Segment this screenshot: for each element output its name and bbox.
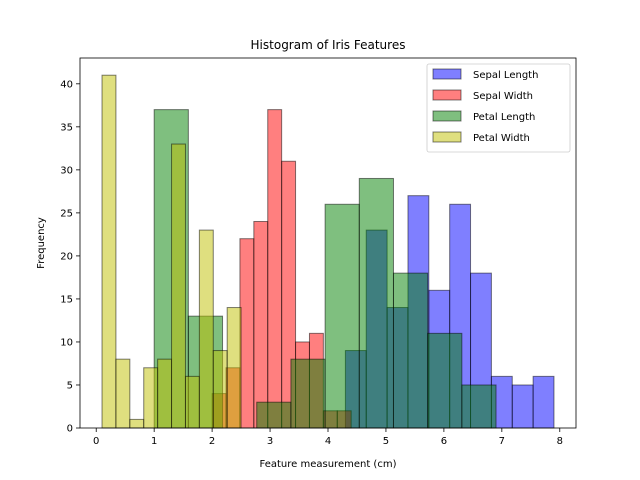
petal-width-bar-0: [101, 74, 117, 429]
sepal-width-bar-3: [253, 220, 269, 429]
petal-length-bar-3: [256, 401, 292, 429]
petal-length-bar-7: [392, 272, 429, 429]
petal-width-bar-7: [198, 229, 214, 429]
petal-width-bar-1: [115, 358, 131, 429]
petal-width-bar-3: [143, 367, 159, 429]
histogram-bars: [101, 74, 555, 429]
sepal-width-bar-4: [267, 109, 283, 429]
legend-label-sepal-width: Sepal Width: [473, 91, 533, 102]
legend-swatch-sepal-width: [432, 89, 462, 101]
chart-legend: Sepal Length Sepal Width Petal Length Petal…: [426, 63, 571, 153]
x-tick-label: 6: [441, 436, 447, 447]
petal-length-bar-5: [324, 203, 360, 429]
x-tick-label: 3: [267, 436, 273, 447]
legend-label-petal-width: Petal Width: [473, 133, 530, 144]
sepal-width-bar-2: [239, 238, 255, 429]
y-tick-label: 15: [60, 294, 73, 305]
x-tick-label: 4: [325, 436, 331, 447]
petal-length-bar-8: [427, 332, 463, 429]
sepal-length-bar-9: [532, 375, 555, 429]
legend-label-petal-length: Petal Length: [473, 112, 535, 123]
x-tick-label: 7: [499, 436, 505, 447]
petal-width-bar-6: [184, 375, 200, 429]
legend-swatch-petal-width: [432, 131, 462, 143]
y-tick-label: 20: [60, 251, 73, 262]
y-axis-label: Frequency: [36, 217, 47, 269]
legend-box: [426, 63, 571, 153]
petal-width-bar-2: [129, 418, 145, 429]
legend-swatch-sepal-length: [432, 68, 462, 80]
x-tick-label: 2: [209, 436, 215, 447]
legend-label-sepal-length: Sepal Length: [473, 70, 538, 81]
x-tick-label: 8: [557, 436, 563, 447]
y-tick-label: 25: [60, 208, 73, 219]
y-tick-label: 5: [67, 380, 73, 391]
y-tick-label: 40: [60, 79, 73, 90]
x-tick-label: 1: [151, 436, 157, 447]
x-tick-label: 5: [383, 436, 389, 447]
y-axis-ticks: 0 5 10 15 20 25 30 35 40: [60, 79, 80, 435]
petal-width-bar-9: [226, 307, 242, 429]
legend-swatch-petal-length: [432, 110, 462, 122]
petal-length-bar-9: [461, 384, 497, 429]
x-axis-label: Feature measurement (cm): [260, 459, 397, 470]
x-axis-ticks: 0 1 2 3 4 5 6 7 8: [93, 428, 563, 447]
petal-width-bar-5: [171, 143, 186, 429]
petal-length-bar-6: [358, 177, 394, 429]
chart-title: Histogram of Iris Features: [251, 38, 406, 52]
sepal-length-bar-8: [511, 384, 534, 429]
petal-width-bar-8: [212, 350, 228, 429]
y-tick-label: 30: [60, 165, 73, 176]
x-tick-label: 0: [93, 436, 99, 447]
petal-width-bar-4: [157, 358, 173, 429]
y-tick-label: 0: [67, 424, 73, 435]
y-tick-label: 35: [60, 122, 73, 133]
petal-length-bar-4: [290, 358, 326, 429]
y-tick-label: 10: [60, 337, 73, 348]
